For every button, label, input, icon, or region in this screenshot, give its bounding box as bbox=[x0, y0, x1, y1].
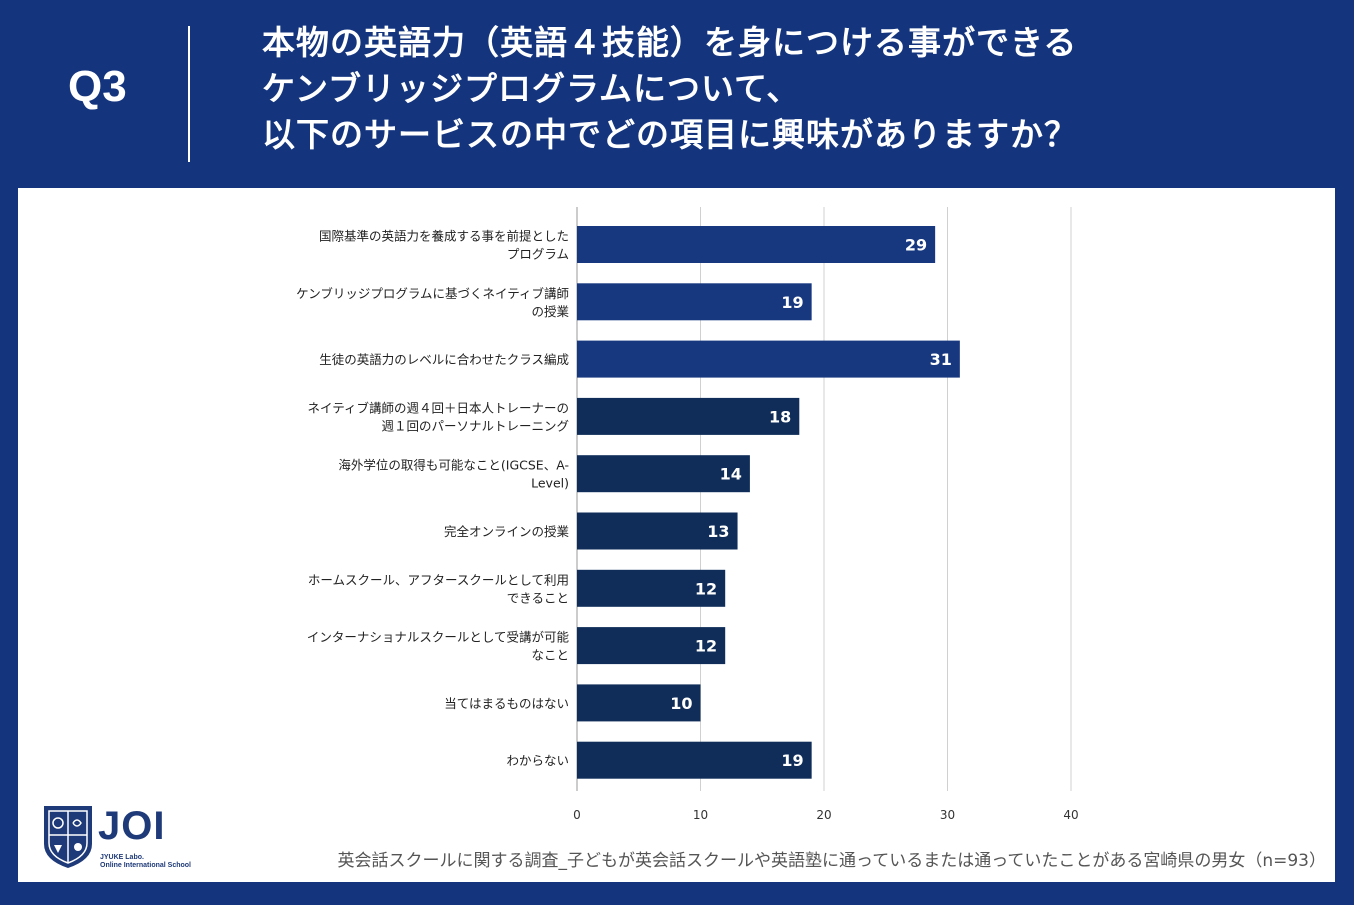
bar bbox=[577, 283, 812, 321]
category-label: 国際基準の英語力を養成する事を前提とした bbox=[319, 229, 569, 244]
category-label: 完全オンラインの授業 bbox=[444, 524, 570, 539]
bar-value-label: 13 bbox=[707, 522, 729, 541]
category-label: なこと bbox=[531, 648, 569, 663]
x-tick-label: 0 bbox=[573, 808, 581, 822]
bar-value-label: 19 bbox=[781, 751, 803, 770]
category-label: インターナショナルスクールとして受講が可能 bbox=[307, 630, 570, 645]
question-title-line: 本物の英語力（英語４技能）を身につける事ができる bbox=[262, 23, 1078, 62]
bar bbox=[577, 340, 960, 378]
crest-icon bbox=[44, 806, 92, 868]
bar-value-label: 19 bbox=[781, 293, 803, 312]
category-label: 生徒の英語力のレベルに合わせたクラス編成 bbox=[319, 352, 569, 367]
joi-logo: JOI JYUKE Labo. Online International Sch… bbox=[40, 800, 200, 870]
x-tick-label: 20 bbox=[816, 808, 831, 822]
bar bbox=[577, 512, 738, 550]
bar-value-label: 31 bbox=[930, 350, 952, 369]
bar bbox=[577, 455, 750, 493]
category-label: 海外学位の取得も可能なこと(IGCSE、A- bbox=[338, 458, 569, 473]
question-title-line: ケンブリッジプログラムについて、 bbox=[262, 69, 801, 108]
bar-value-label: 12 bbox=[695, 579, 717, 598]
bar bbox=[577, 397, 800, 435]
bar bbox=[577, 627, 726, 665]
category-label: の授業 bbox=[531, 304, 569, 319]
x-tick-label: 10 bbox=[693, 808, 708, 822]
bar bbox=[577, 741, 812, 779]
category-label: わからない bbox=[506, 753, 569, 768]
category-label: 週１回のパーソナルトレーニング bbox=[381, 418, 569, 433]
bar bbox=[577, 569, 726, 607]
question-title-line: 以下のサービスの中でどの項目に興味がありますか？ bbox=[262, 115, 1078, 154]
category-label: プログラム bbox=[507, 247, 569, 262]
bar-value-label: 10 bbox=[670, 694, 692, 713]
bar-value-label: 18 bbox=[769, 407, 791, 426]
category-label: できること bbox=[507, 590, 569, 605]
category-label: Level) bbox=[531, 476, 569, 491]
category-label: ネイティブ講師の週４回＋日本人トレーナーの bbox=[307, 400, 569, 415]
category-label: ケンブリッジプログラムに基づくネイティブ講師 bbox=[296, 286, 569, 301]
logo-subtitle: Online International School bbox=[100, 862, 192, 869]
bar-value-label: 12 bbox=[695, 637, 717, 656]
logo-subtitle: JYUKE Labo. bbox=[100, 854, 144, 861]
question-title: 本物の英語力（英語４技能）を身につける事ができる ケンブリッジプログラムについて… bbox=[262, 20, 1322, 158]
bar bbox=[577, 226, 936, 263]
header-divider bbox=[188, 26, 190, 162]
x-tick-label: 30 bbox=[940, 808, 955, 822]
bar-value-label: 29 bbox=[905, 236, 927, 255]
category-label: 当てはまるものはない bbox=[444, 696, 569, 711]
logo-wordmark: JOI bbox=[98, 804, 166, 848]
bar-value-label: 14 bbox=[720, 465, 742, 484]
survey-footnote: 英会話スクールに関する調査_子どもが英会話スクールや英語塾に通っているまたは通っ… bbox=[337, 851, 1326, 871]
question-number: Q3 bbox=[68, 62, 127, 111]
category-label: ホームスクール、アフタースクールとして利用 bbox=[308, 572, 569, 587]
bar bbox=[577, 684, 701, 722]
x-tick-label: 40 bbox=[1063, 808, 1078, 822]
